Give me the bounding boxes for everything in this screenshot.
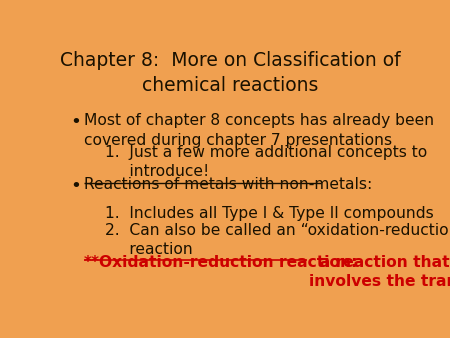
- Text: 1.  Includes all Type I & Type II compounds: 1. Includes all Type I & Type II compoun…: [105, 206, 434, 221]
- Text: Most of chapter 8 concepts has already been
covered during chapter 7 presentatio: Most of chapter 8 concepts has already b…: [84, 114, 434, 148]
- Text: a reaction that
involves the transfer of electrons: a reaction that involves the transfer of…: [309, 255, 450, 289]
- Text: •: •: [70, 177, 81, 195]
- Text: 1.  Just a few more additional concepts to
     introduce!: 1. Just a few more additional concepts t…: [105, 145, 428, 179]
- Text: •: •: [70, 114, 81, 131]
- Text: 2.  Can also be called an “oxidation-reduction”
     reaction: 2. Can also be called an “oxidation-redu…: [105, 223, 450, 257]
- Text: **: **: [84, 255, 100, 270]
- Text: Reactions of metals with non-metals:: Reactions of metals with non-metals:: [84, 177, 373, 192]
- Text: Chapter 8:  More on Classification of
chemical reactions: Chapter 8: More on Classification of che…: [60, 51, 401, 95]
- Text: Oxidation-reduction reaction:: Oxidation-reduction reaction:: [99, 255, 357, 270]
